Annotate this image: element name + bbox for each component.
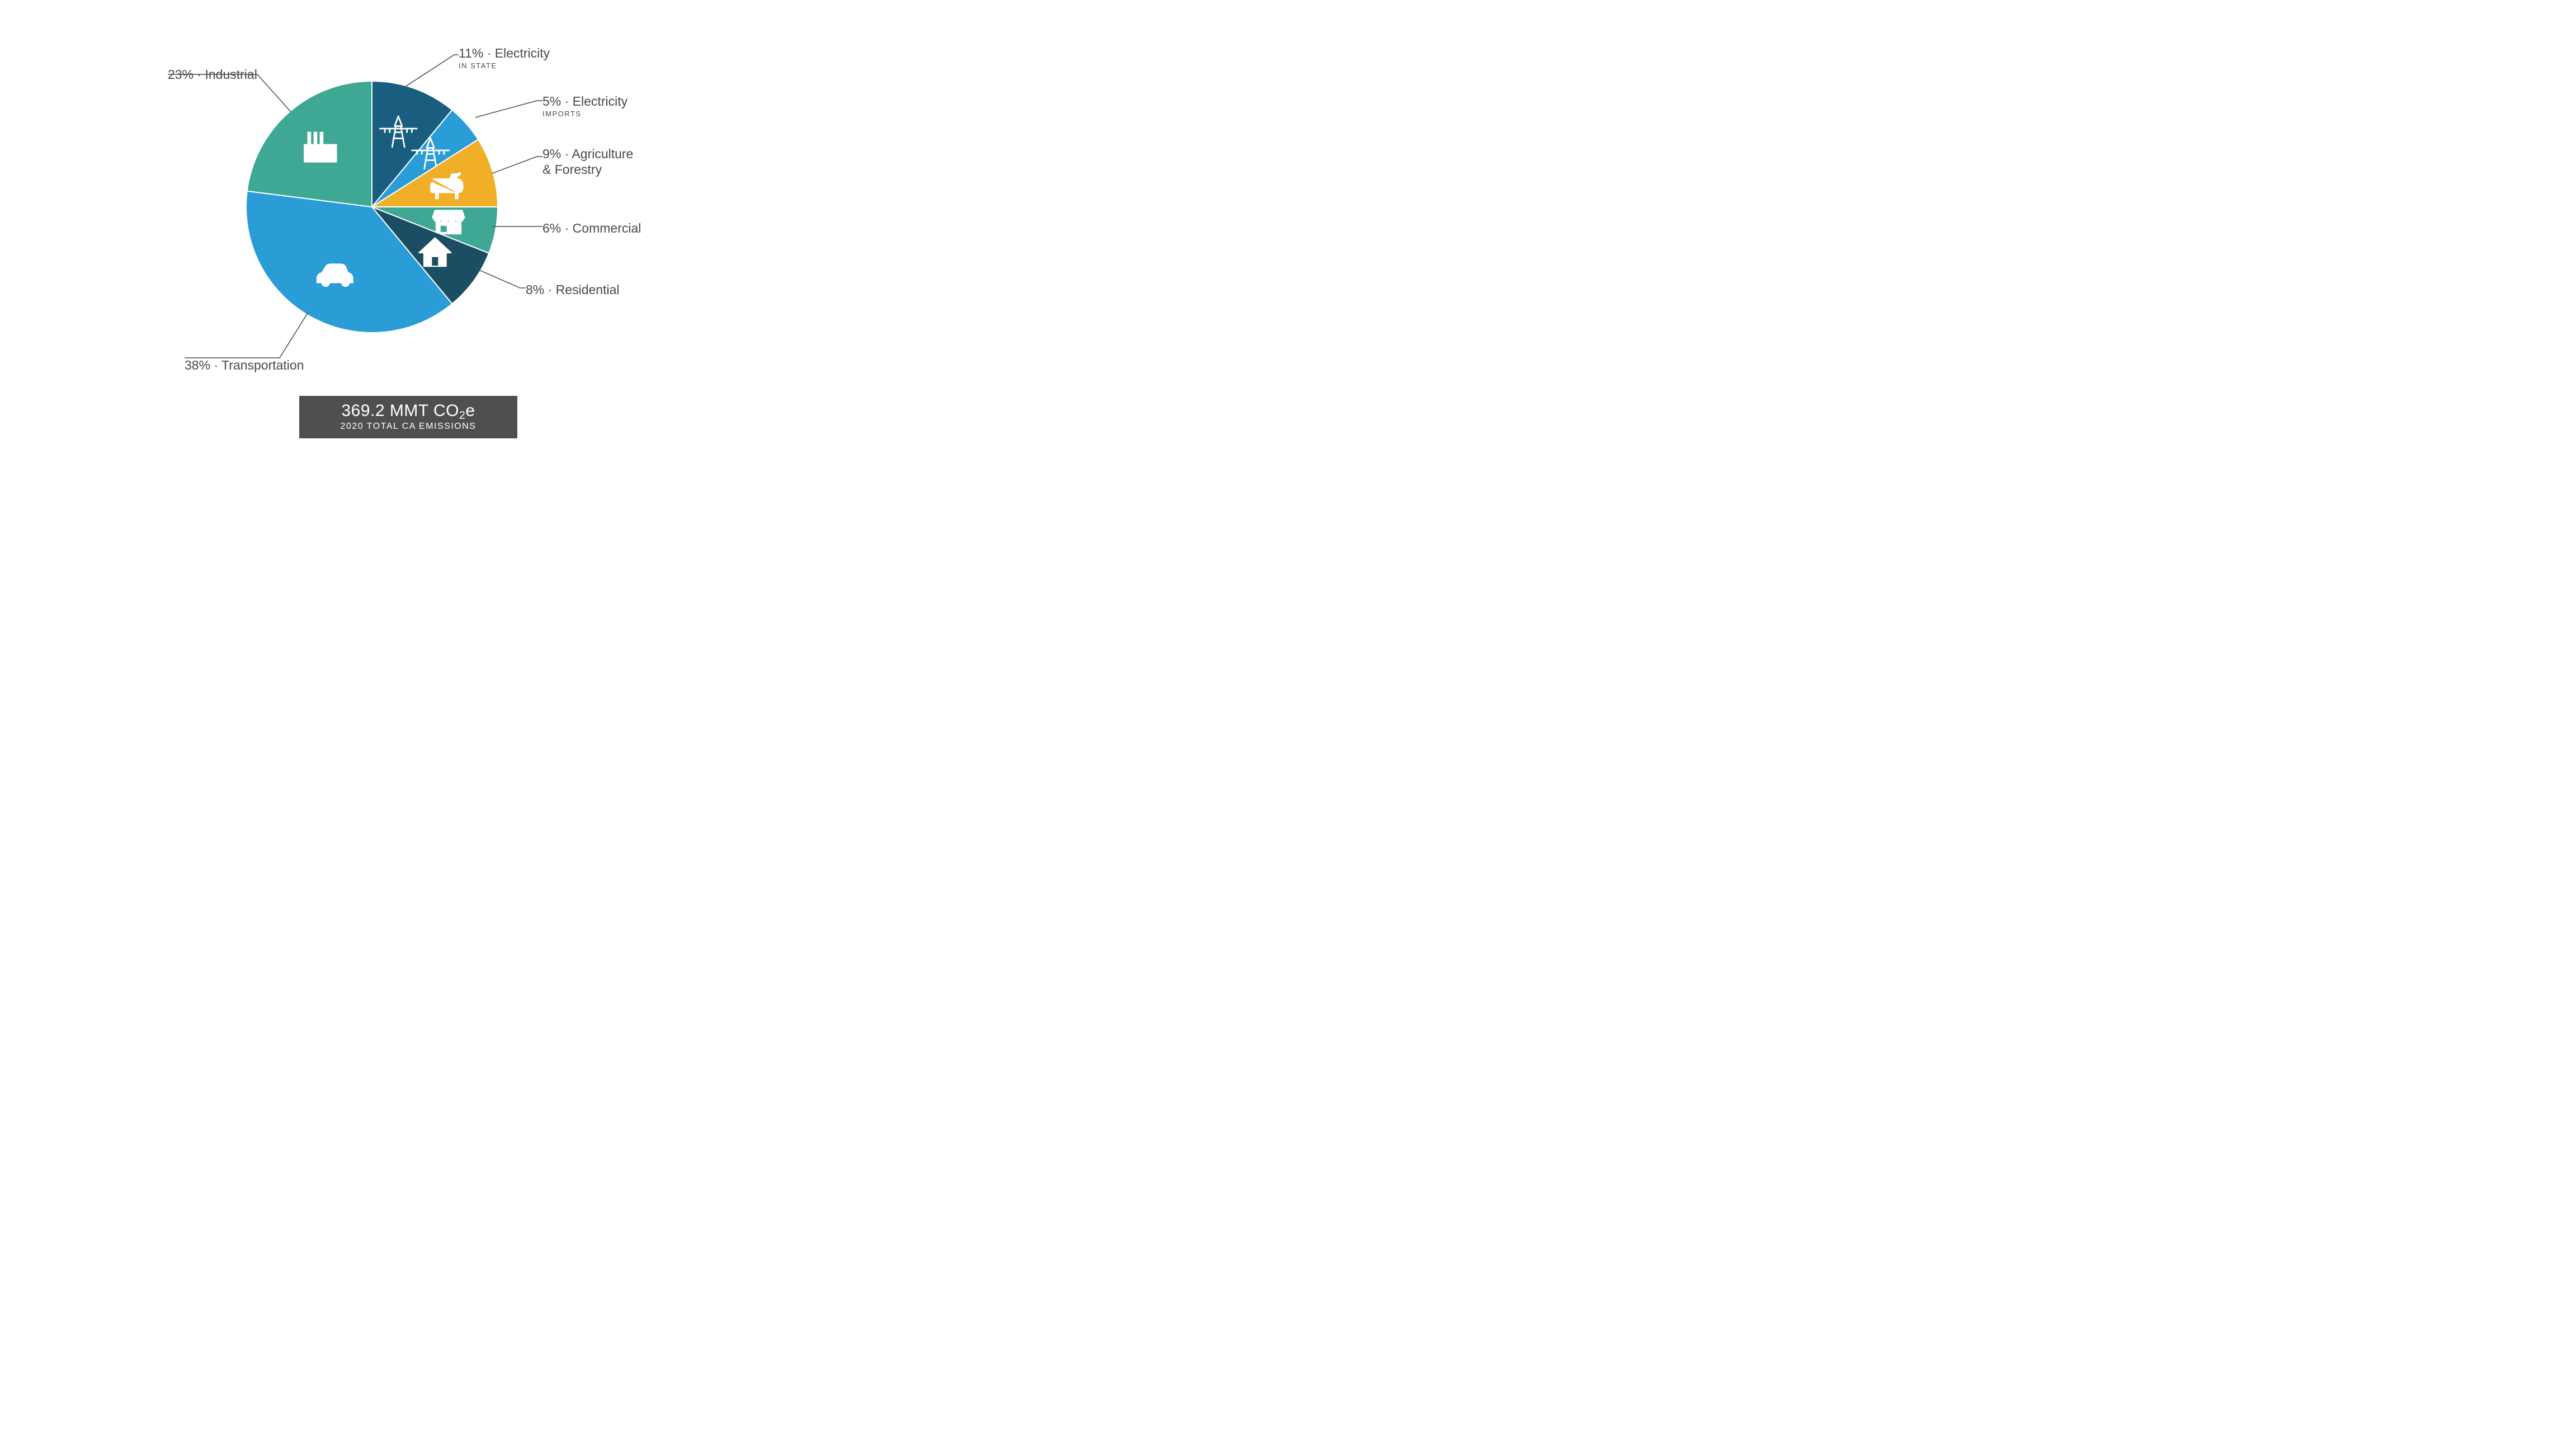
label-text: 6% · Commercial [542,221,641,235]
leader-agforest [492,157,542,173]
leader-residential [475,268,526,288]
label-commercial: 6% · Commercial [542,221,641,237]
label-residential: 8% · Residential [526,282,619,298]
label-text: 5% · Electricity [542,94,628,108]
label-text: 38% · Transportation [185,358,304,372]
label-elec_instate: 11% · Electricity IN STATE [459,46,550,70]
footer-main-value: 369.2 MMT CO2e [316,401,501,420]
leader-elec_instate [403,55,459,88]
label-text: 9% · Agriculture [542,146,633,161]
label-text: 23% · Industrial [168,67,257,82]
label-elec_imports: 5% · Electricity IMPORTS [542,94,628,118]
emissions-pie-chart [0,0,817,458]
label-agforest: 9% · Agriculture& Forestry [542,146,633,177]
store-icon [432,210,464,234]
leader-transport [185,313,308,358]
leader-elec_imports [475,101,542,117]
label-line2: & Forestry [542,162,633,178]
label-industrial: 23% · Industrial [168,67,313,83]
label-transport: 38% · Transportation [185,358,330,373]
label-text: 11% · Electricity [459,46,550,60]
label-subtext: IN STATE [459,62,550,70]
footer-total-box: 369.2 MMT CO2e 2020 TOTAL CA EMISSIONS [299,396,517,438]
label-subtext: IMPORTS [542,110,628,119]
footer-subtitle: 2020 TOTAL CA EMISSIONS [316,422,501,432]
label-text: 8% · Residential [526,282,619,297]
